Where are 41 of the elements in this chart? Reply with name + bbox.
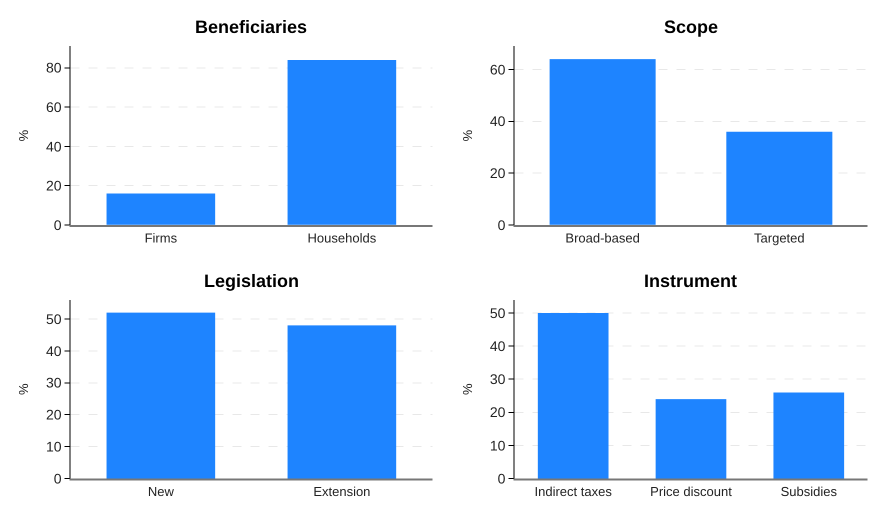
chart-title: Beneficiaries [195, 17, 308, 37]
x-tick-label: Indirect taxes [534, 484, 612, 499]
y-tick-label: 30 [46, 374, 62, 391]
y-tick-label: 50 [490, 304, 506, 321]
y-axis-title: % [16, 382, 31, 395]
y-tick-label: 60 [46, 99, 62, 116]
y-tick-label: 40 [490, 113, 506, 130]
chart-title: Instrument [644, 271, 738, 291]
x-tick-label: Households [308, 230, 377, 246]
y-tick-label: 40 [46, 342, 62, 359]
y-tick-label: 20 [490, 404, 506, 420]
y-tick-label: 40 [490, 338, 506, 354]
x-tick-label: Subsidies [780, 484, 838, 499]
y-tick-label: 10 [46, 438, 62, 454]
y-axis-title: % [460, 382, 475, 395]
y-axis-title: % [460, 129, 475, 142]
y-tick-label: 20 [46, 178, 62, 194]
x-tick-label: Targeted [754, 230, 805, 246]
bar [773, 392, 844, 479]
y-tick-label: 80 [46, 60, 62, 76]
y-tick-label: 20 [46, 406, 62, 423]
x-tick-label: Extension [313, 484, 370, 499]
y-tick-label: 50 [46, 310, 62, 327]
y-tick-label: 20 [490, 165, 506, 182]
y-tick-label: 10 [490, 437, 506, 454]
chart-title: Legislation [204, 271, 300, 291]
y-tick-label: 0 [54, 216, 62, 233]
y-tick-label: 30 [490, 371, 506, 388]
y-tick-label: 60 [490, 61, 506, 78]
y-tick-label: 0 [498, 216, 506, 233]
chart-title: Scope [664, 17, 718, 37]
y-tick-label: 0 [498, 470, 506, 486]
x-tick-label: Broad-based [565, 230, 640, 246]
x-tick-label: New [148, 484, 174, 499]
bar [538, 313, 609, 479]
x-tick-label: Price discount [650, 484, 732, 499]
x-tick-label: Firms [144, 230, 178, 246]
y-axis-title: % [16, 129, 31, 142]
y-tick-label: 40 [46, 138, 62, 154]
bar [656, 399, 726, 479]
y-tick-label: 0 [54, 470, 62, 486]
